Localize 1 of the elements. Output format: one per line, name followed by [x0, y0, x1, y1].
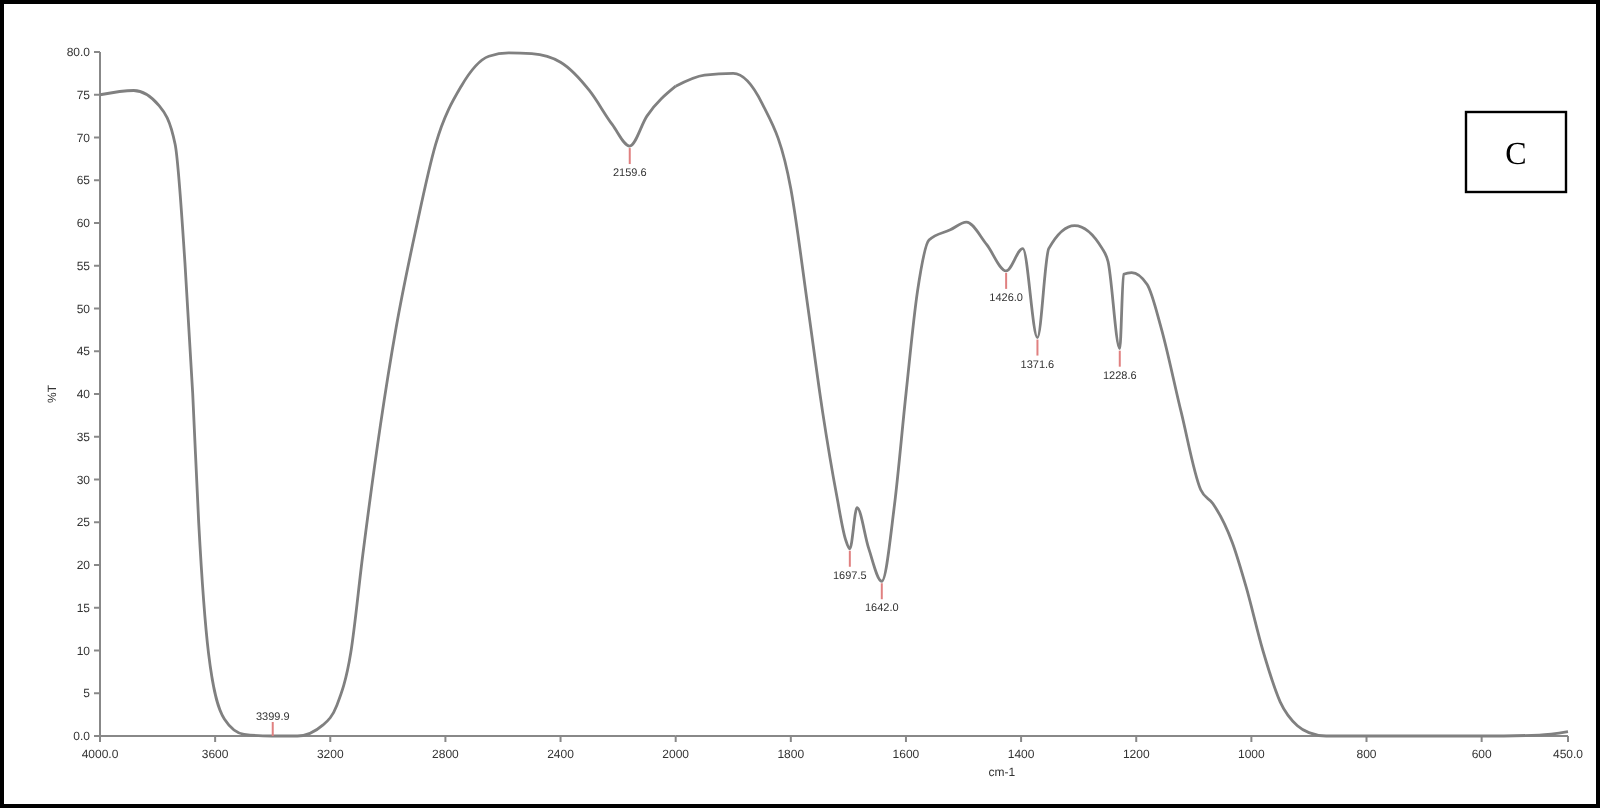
annotation: C — [1505, 138, 1527, 172]
